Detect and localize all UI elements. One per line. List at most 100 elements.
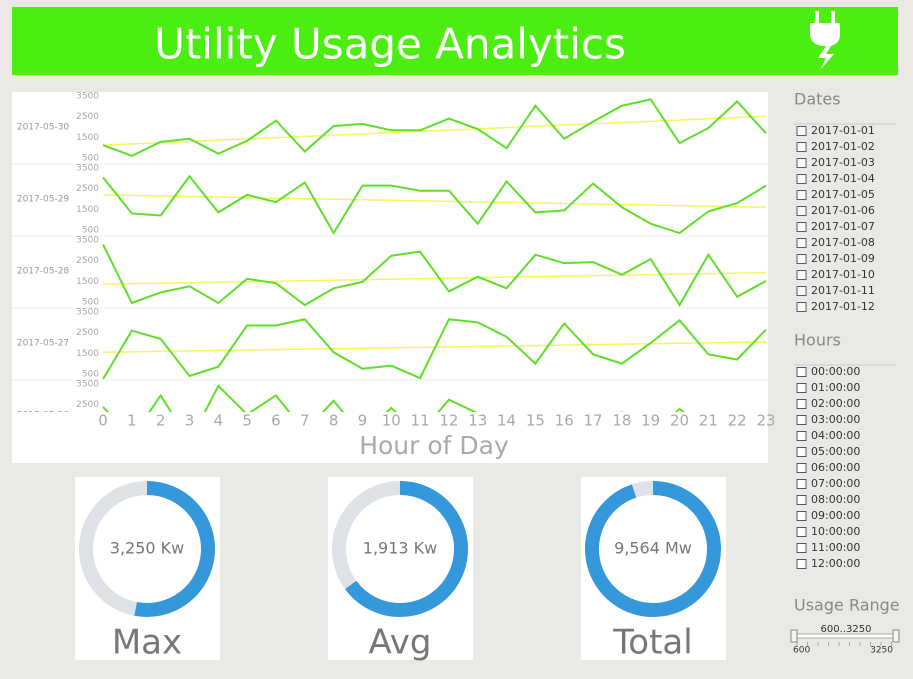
y-tick-label: 2500 <box>76 400 99 410</box>
x-tick-label: 23 <box>756 412 775 430</box>
range-min: 600 <box>793 646 810 656</box>
x-tick-label: 19 <box>641 412 660 430</box>
checkbox-label: 00:00:00 <box>811 365 860 378</box>
checkbox[interactable] <box>796 447 807 457</box>
y-tick-label: 1500 <box>76 277 99 287</box>
x-tick-label: 22 <box>728 412 747 430</box>
checkbox-label: 07:00:00 <box>811 477 860 490</box>
trend-line <box>102 115 767 146</box>
checkbox[interactable] <box>796 270 807 280</box>
checkbox-label: 10:00:00 <box>811 525 860 538</box>
panel-date-label: 2017-05-28 <box>17 267 70 277</box>
checkbox[interactable] <box>796 527 807 537</box>
checkbox-label: 04:00:00 <box>811 429 860 442</box>
checkbox[interactable] <box>796 399 807 409</box>
header-bar <box>12 7 898 75</box>
x-tick-label: 3 <box>185 412 195 430</box>
plot-area: 2017-05-30 500 1500 2500 3500 2017-05-29 500 15… <box>12 92 768 421</box>
checkbox-label: 05:00:00 <box>811 445 860 458</box>
checkbox-label: 03:00:00 <box>811 413 860 426</box>
slider-handle-min[interactable] <box>790 629 798 643</box>
y-tick-label: 3500 <box>76 308 99 318</box>
y-tick-label: 500 <box>82 369 99 379</box>
trend-line <box>102 194 767 208</box>
x-tick-label: 17 <box>583 412 602 430</box>
x-tick-label: 18 <box>612 412 631 430</box>
x-tick-label: 1 <box>127 412 137 430</box>
y-tick-label: 2500 <box>76 328 99 338</box>
checkbox-label: 08:00:00 <box>811 493 860 506</box>
checkbox[interactable] <box>796 286 807 296</box>
checkbox-label: 2017-01-02 <box>811 140 875 153</box>
checkbox[interactable] <box>796 206 807 216</box>
checkbox-label: 02:00:00 <box>811 397 860 410</box>
x-tick-label: 9 <box>358 412 368 430</box>
checkbox[interactable] <box>796 463 807 473</box>
checkbox-label: 2017-01-06 <box>811 204 875 217</box>
x-axis-label: Hour of Day <box>359 431 509 460</box>
x-tick-label: 21 <box>699 412 718 430</box>
gauge-arc <box>134 481 215 617</box>
checkbox[interactable] <box>796 543 807 553</box>
checkbox[interactable] <box>796 495 807 505</box>
y-tick-label: 1500 <box>76 133 99 143</box>
gauge-arc <box>79 481 148 616</box>
usage-line <box>102 98 767 157</box>
checkbox-label: 11:00:00 <box>811 541 860 554</box>
checkbox[interactable] <box>796 559 807 569</box>
checkbox[interactable] <box>796 254 807 264</box>
checkbox[interactable] <box>796 142 807 152</box>
x-tick-label: 5 <box>242 412 252 430</box>
y-tick-label: 2500 <box>76 112 99 122</box>
checkbox-label: 2017-01-10 <box>811 268 875 281</box>
x-tick-label: 11 <box>411 412 430 430</box>
checkbox-label: 2017-01-01 <box>811 124 875 137</box>
panel-date-label: 2017-05-27 <box>17 339 69 349</box>
checkbox[interactable] <box>796 222 807 232</box>
checkbox-label: 2017-01-04 <box>811 172 875 185</box>
slider-handle-max[interactable] <box>892 629 900 643</box>
checkbox[interactable] <box>796 431 807 441</box>
usage-line <box>102 174 767 236</box>
slider-track <box>794 633 896 639</box>
x-axis-band <box>12 412 768 463</box>
range-label: 600..3250 <box>821 624 872 635</box>
y-tick-label: 1500 <box>76 349 99 359</box>
checkbox-label: 2017-01-05 <box>811 188 875 201</box>
checkbox[interactable] <box>796 511 807 521</box>
x-tick-label: 7 <box>300 412 310 430</box>
usage-line <box>102 243 767 307</box>
checkbox[interactable] <box>796 367 807 377</box>
y-tick-label: 3500 <box>76 236 99 246</box>
panel-date-label: 2017-05-26 <box>17 411 70 421</box>
checkbox-label: 2017-01-08 <box>811 236 875 249</box>
section-title: Usage Range <box>794 596 900 615</box>
checkbox[interactable] <box>796 479 807 489</box>
x-tick-label: 2 <box>156 412 166 430</box>
checkbox-label: 2017-01-12 <box>811 300 875 313</box>
chart-panel <box>12 92 768 463</box>
checkbox[interactable] <box>796 190 807 200</box>
checkbox[interactable] <box>796 158 807 168</box>
y-tick-label: 2500 <box>76 184 99 194</box>
header-title: Utility Usage Analytics <box>154 20 626 69</box>
checkbox[interactable] <box>796 415 807 425</box>
checkbox-label: 12:00:00 <box>811 557 860 570</box>
trend-line <box>102 271 767 285</box>
gauge-arc <box>585 481 721 617</box>
checkbox[interactable] <box>796 383 807 393</box>
checkbox[interactable] <box>796 238 807 248</box>
x-tick-label: 20 <box>670 412 689 430</box>
checkbox[interactable] <box>796 174 807 184</box>
checkbox[interactable] <box>796 302 807 312</box>
y-tick-label: 500 <box>82 297 99 307</box>
checkbox[interactable] <box>796 126 807 136</box>
range-max: 3250 <box>870 646 893 656</box>
checkbox-label: 01:00:00 <box>811 381 860 394</box>
gauge-value: 1,913 Kw <box>363 539 437 558</box>
gauge-arc <box>332 481 401 589</box>
x-tick-label: 14 <box>497 412 516 430</box>
y-tick-label: 3500 <box>76 380 99 390</box>
checkbox-label: 2017-01-03 <box>811 156 875 169</box>
